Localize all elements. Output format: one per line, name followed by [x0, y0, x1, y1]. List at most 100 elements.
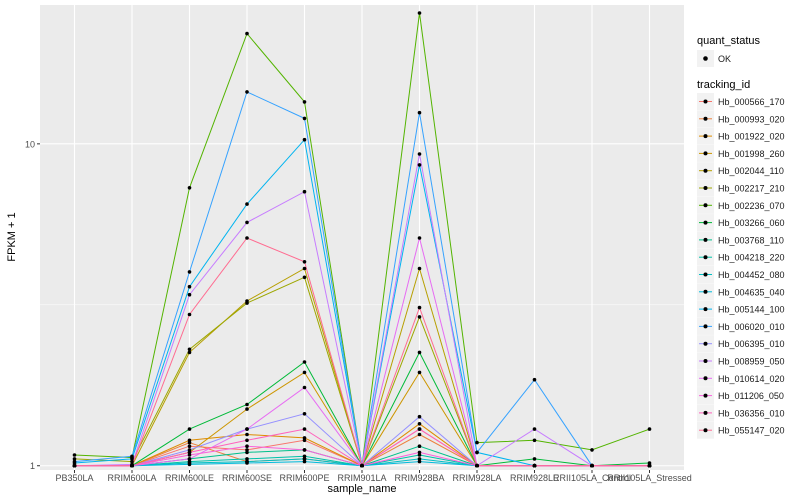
- data-point: [302, 275, 307, 280]
- legend-point: [703, 324, 708, 329]
- x-tick-label: RRIM928BA: [394, 473, 444, 483]
- data-point: [417, 432, 422, 437]
- data-point: [302, 266, 307, 271]
- legend-label: Hb_010614_020: [718, 374, 785, 384]
- x-tick-label: RRII105LA_Control: [553, 473, 631, 483]
- data-point: [245, 407, 249, 411]
- data-point: [245, 448, 249, 452]
- x-tick-label: RRIM600SE: [222, 473, 272, 483]
- data-point: [130, 463, 134, 468]
- data-point: [130, 454, 134, 459]
- x-tick-label: RRIM928LA: [452, 473, 501, 483]
- data-points: [72, 11, 652, 468]
- legend-label: Hb_001922_020: [718, 132, 785, 142]
- legend-point: [703, 203, 708, 208]
- legend-label: Hb_036356_010: [718, 408, 785, 418]
- data-point: [417, 444, 422, 449]
- legend-point: [703, 341, 708, 346]
- data-point: [187, 453, 192, 457]
- data-point: [245, 301, 249, 305]
- data-point: [417, 450, 422, 455]
- data-point: [245, 31, 249, 36]
- data-point: [302, 260, 307, 264]
- data-point: [302, 137, 307, 142]
- x-tick-label: PB350LA: [55, 473, 93, 483]
- legend-label-ok: OK: [718, 54, 731, 64]
- legend-label: Hb_011206_050: [718, 391, 784, 401]
- data-point: [417, 459, 422, 464]
- y-axis-title: FPKM + 1: [6, 212, 18, 261]
- data-point: [302, 427, 307, 431]
- legend-label: Hb_055147_020: [718, 426, 785, 436]
- data-point: [417, 350, 422, 355]
- legend-label: Hb_002217_210: [718, 184, 785, 194]
- data-point: [417, 370, 422, 375]
- data-point: [532, 427, 537, 431]
- legend: quant_status OK tracking_id Hb_000566_17…: [697, 35, 785, 439]
- data-point: [417, 11, 422, 15]
- data-point: [187, 292, 192, 297]
- legend-point: [703, 428, 708, 433]
- legend-label: Hb_006020_010: [718, 322, 785, 332]
- data-point: [417, 457, 422, 461]
- x-tick-label: RRIM600PE: [279, 473, 329, 483]
- legend-point: [703, 289, 708, 294]
- data-point: [417, 422, 422, 426]
- y-tick-label: 1: [30, 461, 35, 471]
- data-point: [245, 236, 249, 240]
- data-point: [532, 377, 537, 382]
- data-point: [417, 163, 422, 167]
- data-point: [187, 186, 192, 190]
- legend-title-quant-status: quant_status: [697, 35, 760, 47]
- legend-point: [703, 116, 708, 121]
- data-point: [302, 412, 307, 416]
- data-point: [245, 402, 249, 407]
- legend-label: Hb_004635_040: [718, 287, 785, 297]
- data-point: [417, 305, 422, 310]
- legend-point-ok: [703, 56, 708, 61]
- legend-label: Hb_004452_080: [718, 270, 785, 280]
- data-point: [417, 315, 422, 319]
- data-point: [647, 461, 652, 465]
- data-point: [590, 463, 594, 468]
- legend-label: Hb_006395_010: [718, 339, 785, 349]
- data-point: [302, 436, 307, 440]
- data-point: [417, 414, 422, 419]
- legend-label: Hb_002044_110: [718, 166, 784, 176]
- legend-label: Hb_008959_050: [718, 357, 785, 367]
- legend-items: Hb_000566_170 Hb_000993_020 Hb_001922_020 H…: [697, 93, 785, 439]
- data-point: [475, 463, 479, 468]
- legend-point: [703, 307, 708, 312]
- legend-label: Hb_001998_260: [718, 149, 785, 159]
- data-point: [72, 463, 77, 468]
- data-point: [302, 360, 307, 364]
- data-point: [417, 110, 422, 115]
- data-point: [475, 450, 479, 455]
- x-tick-label: RRII105LA_Stressed: [607, 473, 692, 483]
- data-point: [417, 152, 422, 156]
- legend-point: [703, 255, 708, 260]
- data-point: [302, 457, 307, 461]
- data-point: [245, 461, 249, 465]
- x-tick-label: RRIM928LE: [510, 473, 559, 483]
- legend-point: [703, 168, 708, 173]
- data-point: [245, 90, 249, 94]
- data-point: [245, 220, 249, 225]
- data-point: [187, 284, 192, 289]
- data-point: [245, 202, 249, 206]
- data-point: [187, 270, 192, 274]
- legend-point: [703, 359, 708, 363]
- x-tick-label: RRIM901LA: [337, 473, 386, 483]
- data-point: [417, 453, 422, 457]
- x-tick-label: RRIM600LE: [165, 473, 214, 483]
- data-point: [417, 266, 422, 271]
- data-point: [302, 370, 307, 375]
- data-point: [187, 347, 192, 352]
- legend-point: [703, 99, 708, 104]
- data-point: [647, 427, 652, 431]
- legend-label: Hb_003768_110: [718, 235, 784, 245]
- data-point: [532, 463, 537, 468]
- data-point: [417, 236, 422, 240]
- data-point: [532, 438, 537, 443]
- y-tick-label: 10: [25, 139, 35, 149]
